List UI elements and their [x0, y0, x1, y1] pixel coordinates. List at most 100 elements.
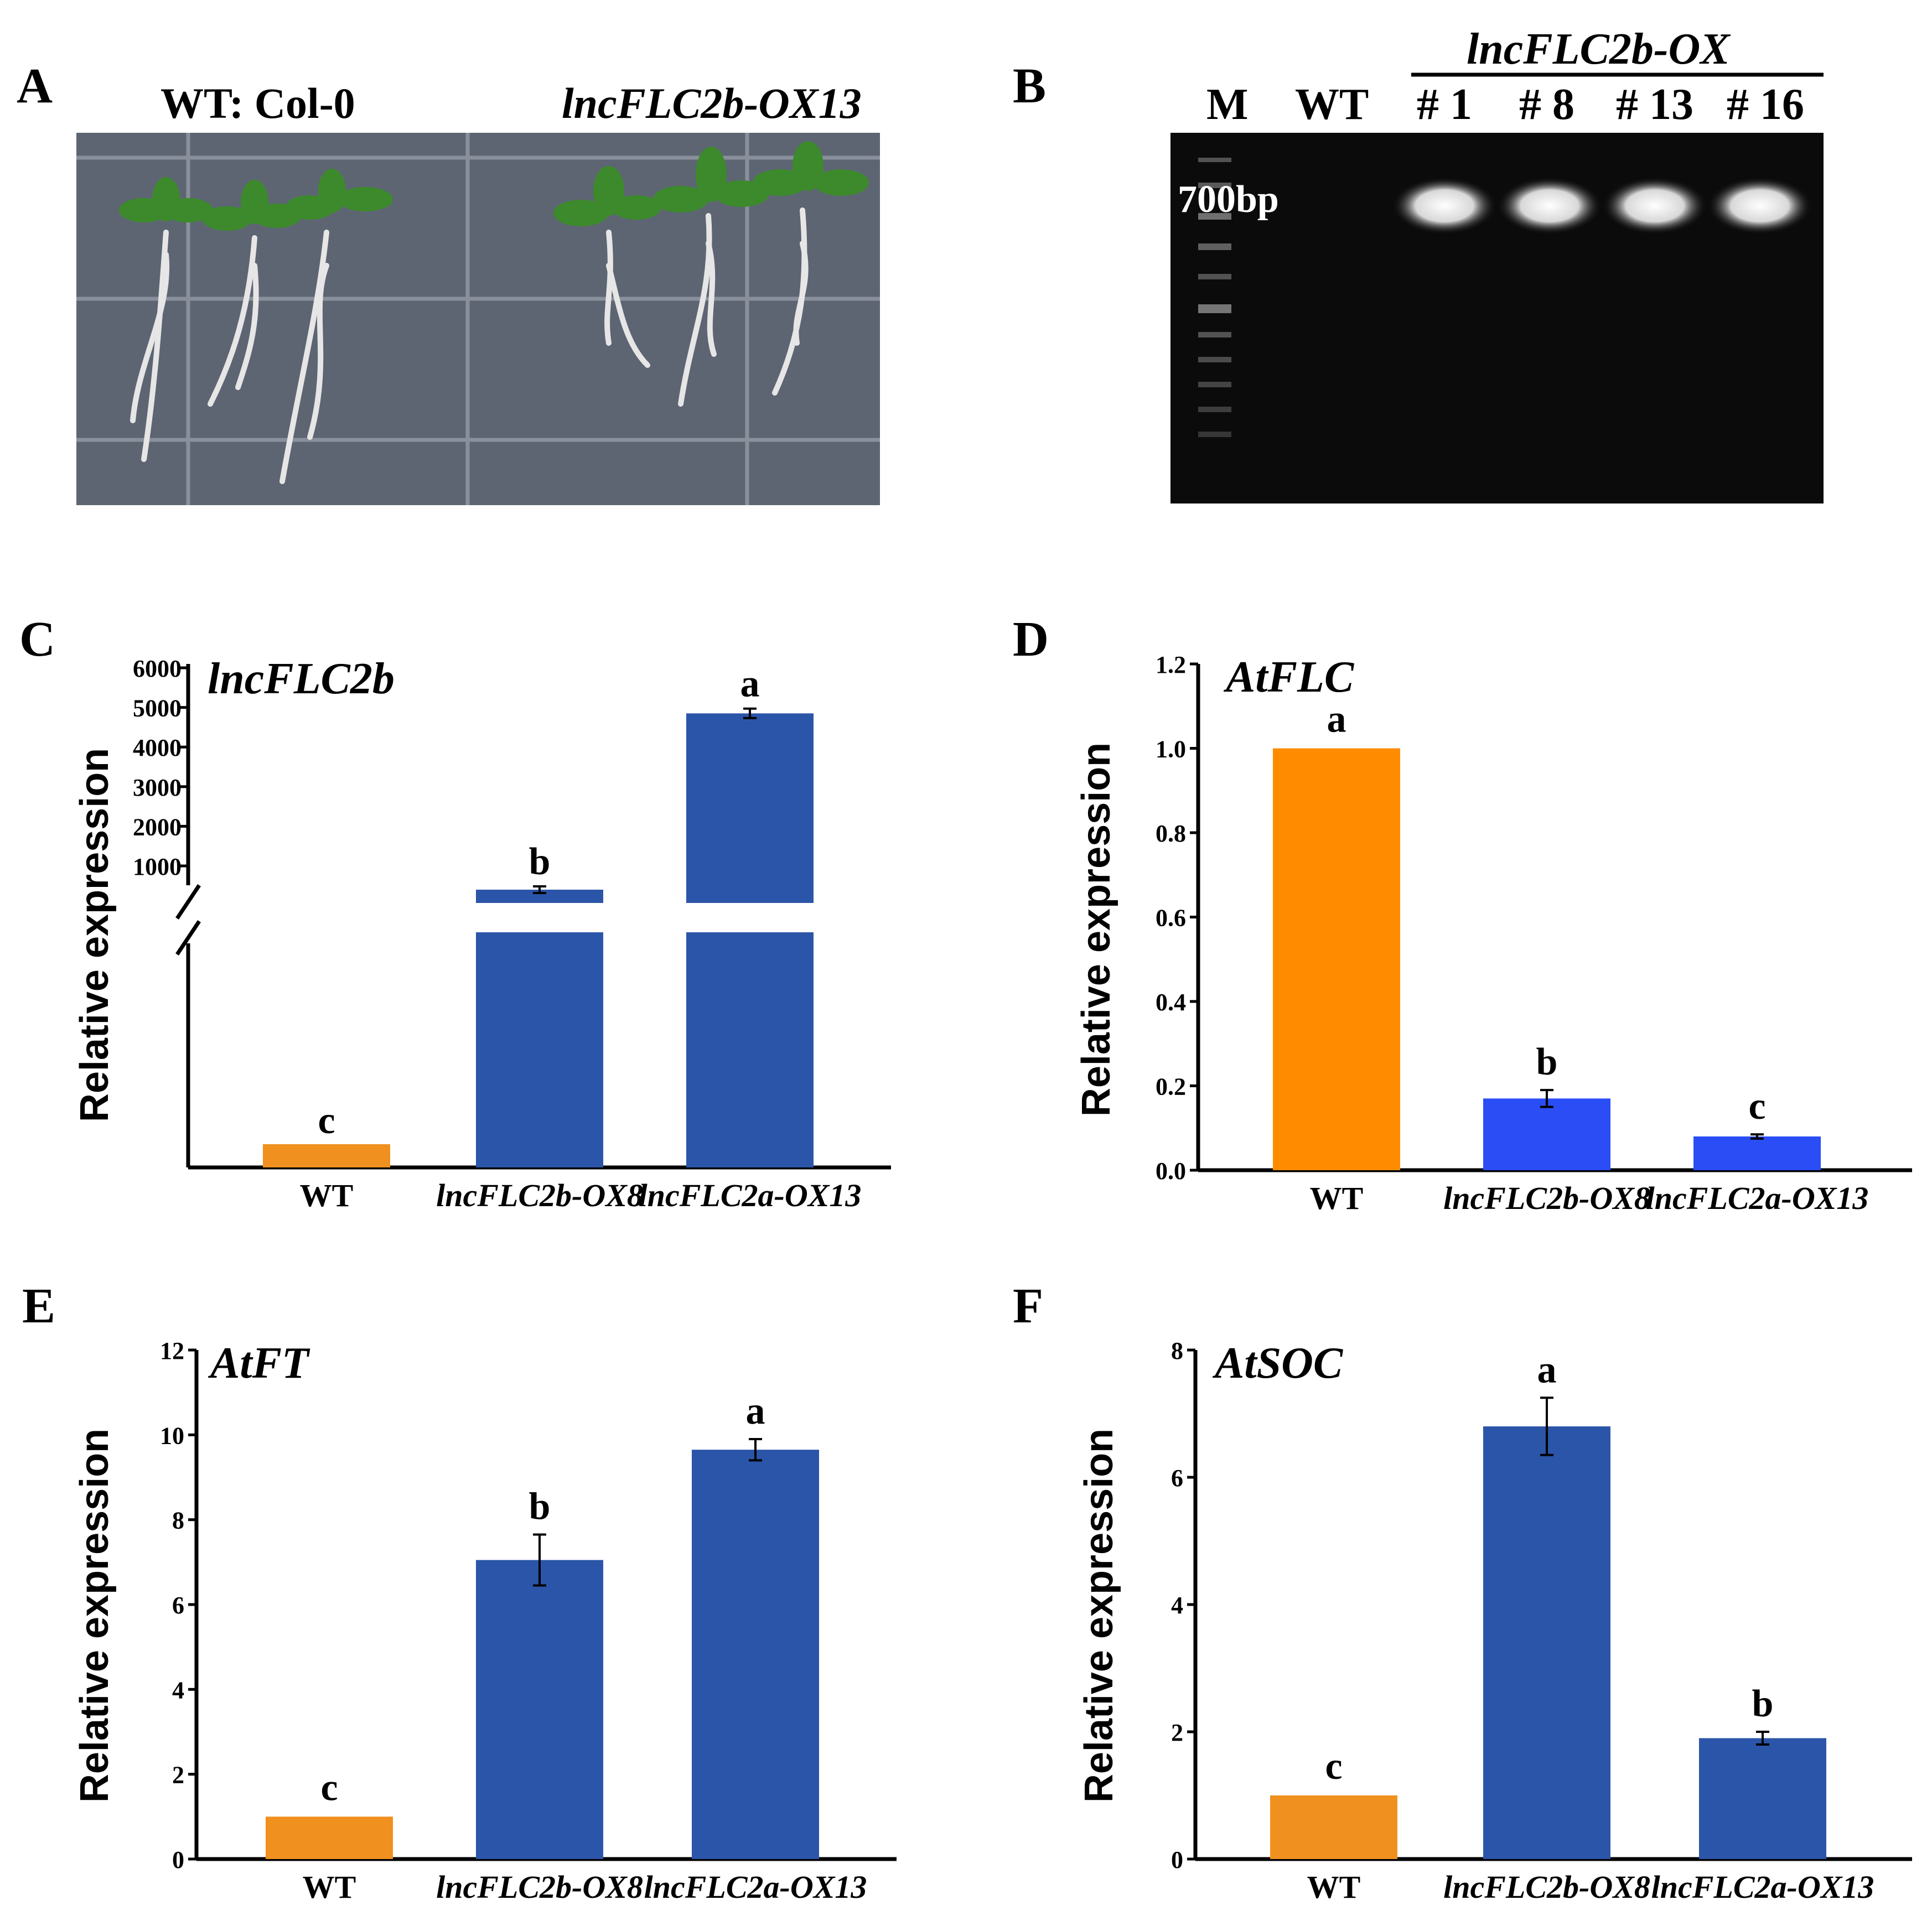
significance-label: b [529, 840, 551, 883]
bar [1483, 1098, 1610, 1170]
bar [1483, 1426, 1610, 1859]
bar [692, 1450, 819, 1859]
y-tick-label: 0.0 [1156, 1157, 1186, 1185]
lane-label-16: # 16 [1727, 80, 1804, 129]
significance-label: b [1536, 1041, 1558, 1083]
gel-image: 700bp [1170, 133, 1824, 503]
lane-label-13: # 13 [1616, 80, 1693, 129]
significance-label: c [318, 1099, 335, 1142]
category-label: lncFLC2a-OX13 [644, 1869, 867, 1905]
category-label: WT [1307, 1869, 1361, 1905]
panel-label-d: D [1013, 612, 1049, 667]
y-tick-label: 5000 [133, 695, 182, 722]
chart-atft: AtFT Relative expression 0 2 4 6 8 10 12 c WT b lncF… [72, 1337, 897, 1905]
bar [1693, 1136, 1821, 1170]
bar-lower [686, 932, 814, 1167]
band-lane-16 [1707, 177, 1812, 235]
y-tick-label: 6 [172, 1592, 184, 1619]
significance-label: a [740, 663, 760, 705]
y-tick-label: 1.2 [1156, 651, 1186, 678]
significance-label: b [529, 1486, 551, 1528]
seedling-photo [76, 133, 880, 505]
chart-atsoc: AtSOC Relative expression 0 2 4 6 8 c WT a lncFLC2… [1077, 1337, 1912, 1905]
y-tick-label: 1000 [133, 853, 182, 880]
y-axis-label: Relative expression [72, 1429, 117, 1803]
y-tick-label: 4 [1171, 1592, 1183, 1619]
significance-label: a [746, 1390, 765, 1432]
y-tick-label: 3000 [133, 774, 182, 801]
chart-atflc: AtFLC Relative expression 0.0 0.2 0.4 0.6 0.8 1… [1074, 651, 1912, 1216]
chart-title: lncFLC2b [208, 655, 395, 703]
category-label: WT [1310, 1180, 1364, 1216]
roots [130, 207, 809, 484]
y-tick-label: 0 [172, 1846, 184, 1873]
panel-label-e: E [22, 1279, 55, 1333]
bar-upper [686, 713, 814, 903]
bar [476, 1560, 603, 1859]
axis-break-mark [175, 920, 201, 956]
category-label: lncFLC2a-OX13 [1651, 1869, 1874, 1905]
significance-label: c [320, 1766, 338, 1809]
panel-label-c: C [19, 612, 55, 667]
lane-label-1: # 1 [1417, 80, 1472, 129]
y-tick-label: 0.6 [1156, 905, 1186, 932]
significance-label: b [1752, 1683, 1774, 1725]
bar [263, 1144, 390, 1167]
y-tick-label: 6 [1171, 1465, 1183, 1492]
photo-label-wt: WT: Col-0 [160, 79, 355, 127]
band-lane-8 [1497, 177, 1602, 235]
y-axis-label: Relative expression [1074, 743, 1118, 1117]
bar [1270, 1795, 1397, 1859]
panel-label-b: B [1013, 59, 1046, 113]
y-tick-label: 4 [172, 1676, 184, 1704]
y-tick-label: 0.2 [1156, 1073, 1186, 1100]
category-label: lncFLC2b-OX8 [1443, 1180, 1650, 1216]
ladder-bands [1198, 158, 1231, 437]
significance-label: c [1325, 1745, 1342, 1788]
sample-bands [1392, 177, 1812, 235]
y-axis-label: Relative expression [1077, 1429, 1121, 1803]
band-lane-1 [1392, 177, 1497, 235]
y-tick-label: 0 [1171, 1846, 1183, 1873]
category-label: WT [300, 1177, 354, 1213]
category-label: lncFLC2a-OX13 [639, 1177, 862, 1213]
y-tick-label: 2000 [133, 813, 182, 840]
chart-lncflc2b: lncFLC2b Relative expression 1000 2000 3000 4… [72, 655, 891, 1213]
y-axis-label: Relative expression [72, 748, 117, 1122]
significance-label: a [1327, 698, 1346, 741]
bar [266, 1816, 393, 1859]
gel-group-label: lncFLC2b-OX [1467, 25, 1731, 74]
category-label: lncFLC2b-OX8 [436, 1177, 643, 1213]
significance-label: a [1537, 1348, 1557, 1391]
lane-label-wt: WT [1295, 80, 1369, 129]
panel-label-f: F [1013, 1279, 1043, 1333]
band-size-label: 700bp [1178, 178, 1279, 221]
y-tick-label: 4000 [133, 734, 182, 761]
photo-label-ox13: lncFLC2b-OX13 [562, 79, 862, 127]
lane-label-m: M [1206, 80, 1249, 129]
y-tick-label: 8 [172, 1507, 184, 1534]
y-tick-label: 2 [1171, 1719, 1183, 1746]
lane-label-8: # 8 [1519, 80, 1574, 129]
panel-a: A WT: Col-0 lncFLC2b-OX13 [17, 59, 880, 505]
y-tick-label: 8 [1171, 1337, 1183, 1364]
chart-title: AtSOC [1212, 1339, 1344, 1388]
y-tick-label: 1.0 [1156, 736, 1186, 763]
axis-break-mark [175, 884, 201, 920]
panel-label-a: A [17, 59, 53, 113]
y-tick-label: 2 [172, 1762, 184, 1789]
y-tick-label: 0.8 [1156, 820, 1186, 847]
y-tick-label: 6000 [133, 655, 182, 682]
category-label: lncFLC2a-OX13 [1646, 1180, 1869, 1216]
leaves [119, 141, 869, 231]
bar [1273, 748, 1400, 1170]
chart-title: AtFLC [1223, 653, 1355, 702]
bar-lower [476, 932, 603, 1167]
y-tick-label: 12 [160, 1337, 184, 1364]
category-label: WT [303, 1869, 356, 1905]
category-label: lncFLC2b-OX8 [436, 1869, 643, 1905]
category-label: lncFLC2b-OX8 [1443, 1869, 1650, 1905]
significance-label: c [1748, 1085, 1765, 1128]
chart-title: AtFT [208, 1339, 310, 1388]
